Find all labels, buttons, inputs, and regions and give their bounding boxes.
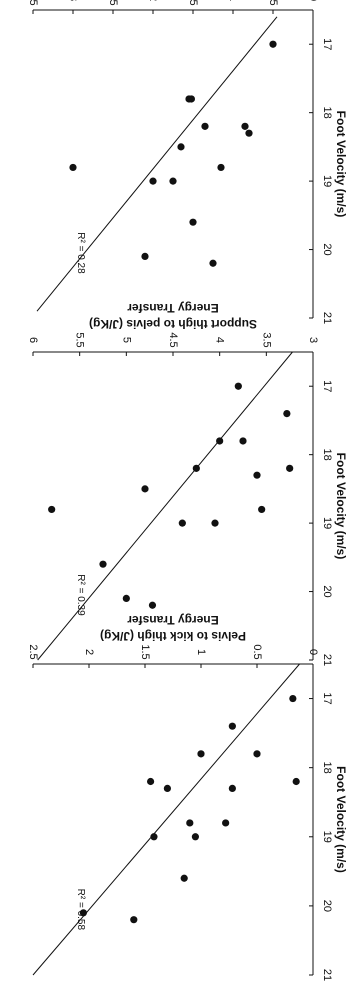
y-tick-label: 2 [83, 649, 95, 655]
data-point [292, 777, 300, 786]
y-tick-label: 2.5 [107, 0, 119, 6]
x-tick-label: 18 [321, 449, 333, 461]
data-point [211, 519, 219, 527]
x-axis-title: Foot Velocity (m/s) [334, 453, 348, 560]
y-axis-title-line1: Energy Transfer [127, 613, 219, 627]
y-tick-label: 2.5 [27, 644, 39, 659]
y-tick-label: 4.5 [167, 332, 179, 347]
y-tick-label: 3 [307, 337, 319, 343]
data-point [187, 95, 195, 103]
y-tick-label: 6 [27, 337, 39, 343]
data-point [286, 464, 294, 472]
y-tick-label: 3 [67, 0, 79, 1]
data-point [147, 777, 155, 786]
data-point [201, 122, 209, 130]
data-point [163, 784, 171, 793]
regression-line [37, 351, 293, 661]
data-point [148, 601, 157, 609]
data-point [191, 833, 199, 841]
x-tick-label: 20 [321, 900, 333, 912]
y-axis-title-line2: Support thigh to pelvis (J/Kg) [89, 317, 257, 331]
x-tick-label: 20 [321, 243, 333, 255]
x-tick-label: 17 [321, 380, 333, 392]
data-point [228, 784, 236, 793]
x-tick-label: 19 [321, 831, 333, 843]
y-tick-label: 5 [120, 337, 132, 343]
data-point [216, 437, 224, 445]
data-point [150, 833, 158, 841]
data-point [79, 909, 87, 917]
x-tick-label: 21 [321, 969, 333, 981]
x-tick-label: 20 [321, 585, 333, 597]
x-tick-label: 18 [321, 107, 333, 119]
data-point [197, 750, 205, 758]
r-squared-annotation: R² = 0.28 [75, 232, 86, 274]
data-point [239, 437, 247, 445]
data-point [253, 750, 261, 758]
y-tick-label: 3.5 [260, 332, 272, 347]
y-tick-label: 2 [147, 0, 159, 1]
data-point [122, 594, 130, 603]
data-point [269, 40, 277, 48]
y-axis-title-line2: Pelvis to kick thigh (J/Kg) [100, 629, 246, 643]
data-point [169, 177, 177, 185]
r-squared-annotation: R² = 0.58 [75, 889, 86, 931]
x-tick-label: 21 [321, 654, 333, 666]
regression-line [36, 16, 278, 312]
data-point [245, 129, 253, 137]
y-tick-label: 0.5 [251, 644, 263, 659]
data-point [241, 122, 249, 130]
x-tick-label: 21 [321, 312, 333, 324]
data-point [189, 218, 197, 226]
x-tick-label: 19 [321, 175, 333, 187]
y-tick-label: 1 [195, 649, 207, 655]
y-tick-label: 0.5 [267, 0, 279, 6]
x-axis-title: Foot Velocity (m/s) [334, 111, 348, 218]
y-tick-label: 0 [307, 0, 319, 1]
x-tick-label: 17 [321, 692, 333, 704]
data-point [130, 916, 138, 924]
data-point [258, 505, 266, 514]
x-axis-title: Foot Velocity (m/s) [334, 766, 348, 873]
data-point [186, 819, 194, 827]
scatter-panel-3: 17 18 19 20 21 0 0.5 1 1.5 2 2.5 3 3.5 Foot Velocity … [27, 0, 348, 324]
data-point [141, 485, 149, 493]
data-point [99, 560, 107, 568]
data-point [228, 722, 236, 730]
data-point [209, 259, 217, 267]
data-point [217, 163, 225, 172]
y-axis-title-line1: Energy Transfer [127, 301, 219, 315]
data-point [149, 177, 157, 185]
y-tick-label: 3.5 [27, 0, 39, 6]
data-point [178, 519, 186, 527]
data-point [180, 874, 188, 882]
data-point [222, 819, 230, 827]
regression-line [32, 663, 300, 976]
y-tick-label: 5.5 [74, 332, 86, 347]
data-point [289, 694, 297, 703]
data-point [234, 382, 242, 390]
data-point [48, 505, 56, 514]
data-point [253, 471, 261, 479]
data-point [69, 163, 77, 172]
x-tick-label: 17 [321, 38, 333, 50]
y-tick-label: 1 [227, 0, 239, 1]
x-tick-label: 18 [321, 762, 333, 774]
data-point [141, 252, 149, 260]
data-point [192, 464, 200, 472]
y-tick-label: 1.5 [139, 644, 151, 659]
x-tick-label: 19 [321, 517, 333, 529]
y-tick-label: 1.5 [187, 0, 199, 6]
data-point [177, 143, 185, 151]
r-squared-annotation: R² = 0.39 [75, 574, 86, 616]
y-tick-label: 4 [214, 337, 226, 343]
data-point [283, 410, 291, 418]
